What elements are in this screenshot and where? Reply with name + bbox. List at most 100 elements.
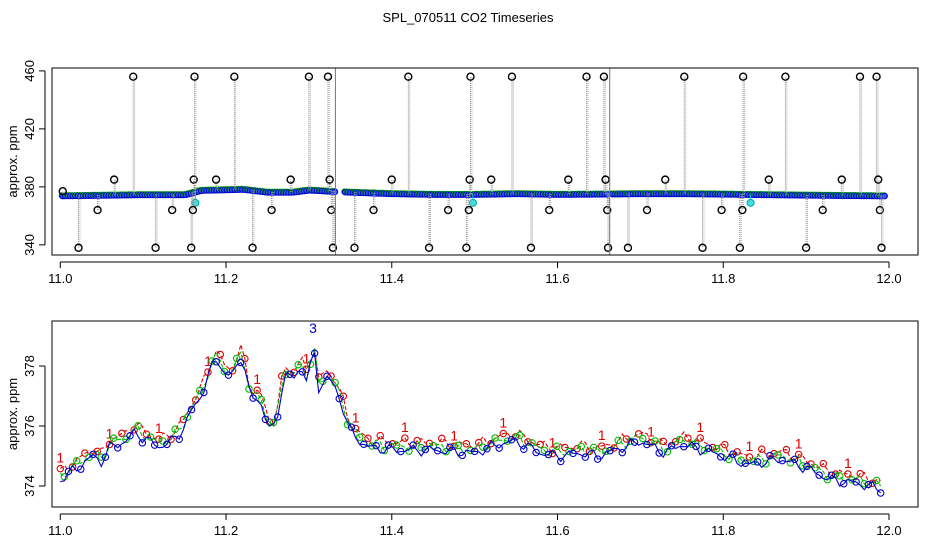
bottom-series-marker-2 xyxy=(417,443,426,452)
bottom-series-marker-1 xyxy=(81,449,89,457)
top-dip-marker xyxy=(468,198,477,207)
bottom-series-marker-3 xyxy=(655,449,663,457)
top-outlier-marker xyxy=(211,175,221,184)
bottom-series-marker-2 xyxy=(392,441,401,449)
bottom-series-marker-1 xyxy=(364,434,372,443)
bottom-series-marker-3 xyxy=(815,471,823,479)
bottom-series-marker-2 xyxy=(72,457,81,465)
bottom-series-marker-2 xyxy=(712,444,721,453)
bottom-series-marker-2 xyxy=(515,431,524,439)
bottom-series-label-1: 1 xyxy=(303,350,311,366)
top-outlier-marker xyxy=(872,72,881,81)
bottom-series-marker-1 xyxy=(462,440,471,448)
bottom-series-marker-3 xyxy=(64,467,73,476)
bottom-series-label-1: 1 xyxy=(499,415,507,431)
top-outlier-marker xyxy=(462,243,471,252)
top-panel: 11.0 11.2 11.4 11.6 11.8 12.0 340 380 420 460 appr… xyxy=(5,60,919,286)
top-outlier-marker xyxy=(855,72,865,81)
bottom-series-label-1: 1 xyxy=(253,371,261,387)
bottom-series-marker-2 xyxy=(835,472,844,480)
top-x-tick-label: 11.2 xyxy=(214,271,238,286)
top-outlier-marker xyxy=(190,72,199,81)
bottom-series-label-1: 1 xyxy=(746,438,754,454)
bottom-series-marker-2 xyxy=(479,443,487,451)
bottom-series-marker-2 xyxy=(454,441,462,450)
top-y-tick-label: 340 xyxy=(22,234,37,256)
bottom-series-marker-2 xyxy=(860,479,869,488)
top-dip-marker xyxy=(191,198,200,207)
bottom-series-marker-2 xyxy=(823,475,832,484)
bottom-series-marker-2 xyxy=(762,460,770,468)
top-outlier-marker xyxy=(424,243,434,252)
bottom-series-marker-2 xyxy=(639,434,647,443)
bottom-series-label-1: 1 xyxy=(401,419,409,435)
bottom-series-marker-2 xyxy=(675,435,684,444)
bottom-series-label-1: 1 xyxy=(598,427,606,443)
top-outlier-marker xyxy=(74,243,83,252)
top-outlier-marker xyxy=(801,243,811,252)
bottom-series-marker-1 xyxy=(339,392,348,401)
bottom-series-marker-3 xyxy=(569,449,577,458)
bottom-series-marker-2 xyxy=(540,446,549,455)
bottom-series-marker-2 xyxy=(565,447,573,456)
bottom-series-marker-3 xyxy=(507,436,516,444)
top-outlier-marker xyxy=(717,205,726,215)
bottom-series-marker-1 xyxy=(708,443,717,452)
bottom-series-marker-1 xyxy=(118,429,126,437)
bottom-series-marker-2 xyxy=(208,357,216,365)
bottom-series-label-1: 1 xyxy=(352,410,360,426)
bottom-y-axis-label: approx. ppm xyxy=(5,378,20,450)
bottom-series-marker-2 xyxy=(355,433,364,442)
bottom-series-marker-3 xyxy=(175,435,183,443)
bottom-series-marker-2 xyxy=(122,435,130,444)
top-y-tick-label: 420 xyxy=(22,118,37,140)
bottom-series-marker-3 xyxy=(753,458,762,466)
bottom-series-marker-3 xyxy=(126,432,134,440)
bottom-series-marker-1 xyxy=(105,440,114,449)
bottom-series-marker-1 xyxy=(622,435,631,443)
bottom-series-marker-3 xyxy=(470,447,479,456)
top-outlier-marker xyxy=(735,243,745,252)
bottom-axes: 11.0 11.2 11.4 11.6 11.8 12.0 374 376 378approx.… xyxy=(5,355,902,538)
bottom-series-marker-3 xyxy=(113,444,122,452)
bottom-series-marker-1 xyxy=(241,354,249,363)
bottom-series-marker-1 xyxy=(721,440,729,449)
top-outlier-marker xyxy=(323,72,333,81)
bottom-series-marker-3 xyxy=(778,456,787,465)
bottom-series-marker-3 xyxy=(310,349,319,358)
bottom-series-marker-3 xyxy=(692,442,700,451)
bottom-series-marker-2 xyxy=(257,395,266,404)
bottom-series-marker-3 xyxy=(766,451,774,460)
bottom-series-marker-2 xyxy=(491,434,499,442)
bottom-series-marker-3 xyxy=(852,478,860,486)
top-outlier-marker xyxy=(874,175,883,184)
bottom-series-marker-2 xyxy=(380,446,389,455)
top-y-tick-label: 460 xyxy=(22,60,37,82)
bottom-series-marker-2 xyxy=(134,422,142,430)
bottom-series-marker-1 xyxy=(684,434,692,442)
top-outlier-marker xyxy=(487,175,496,184)
top-outlier-marker xyxy=(187,243,196,252)
bottom-series-marker-3 xyxy=(372,441,380,450)
bottom-series-marker-3 xyxy=(556,457,565,466)
bottom-series-marker-2 xyxy=(442,447,450,456)
bottom-series-marker-3 xyxy=(397,447,405,456)
bottom-series-marker-3 xyxy=(163,440,171,449)
bottom-series-marker-1 xyxy=(573,444,581,453)
bottom-series-marker-1 xyxy=(794,450,803,459)
bottom-series-label-1: 1 xyxy=(795,435,803,451)
bottom-x-tick-label: 12.0 xyxy=(876,523,901,538)
top-outlier-marker xyxy=(661,175,670,184)
bottom-series-marker-3 xyxy=(630,438,639,446)
top-outlier-marker xyxy=(738,72,748,81)
bottom-series-marker-3 xyxy=(876,489,885,497)
bottom-x-tick-label: 11.2 xyxy=(214,523,238,538)
bottom-series-marker-3 xyxy=(150,441,159,449)
top-outlier-marker xyxy=(189,175,198,184)
bottom-series-marker-3 xyxy=(77,465,85,473)
top-outlier-marker xyxy=(465,175,474,184)
bottom-series-marker-2 xyxy=(503,437,512,445)
bottom-series-marker-3 xyxy=(384,441,393,449)
bottom-series-marker-2 xyxy=(196,386,204,395)
bottom-series-label-1: 1 xyxy=(56,450,64,466)
